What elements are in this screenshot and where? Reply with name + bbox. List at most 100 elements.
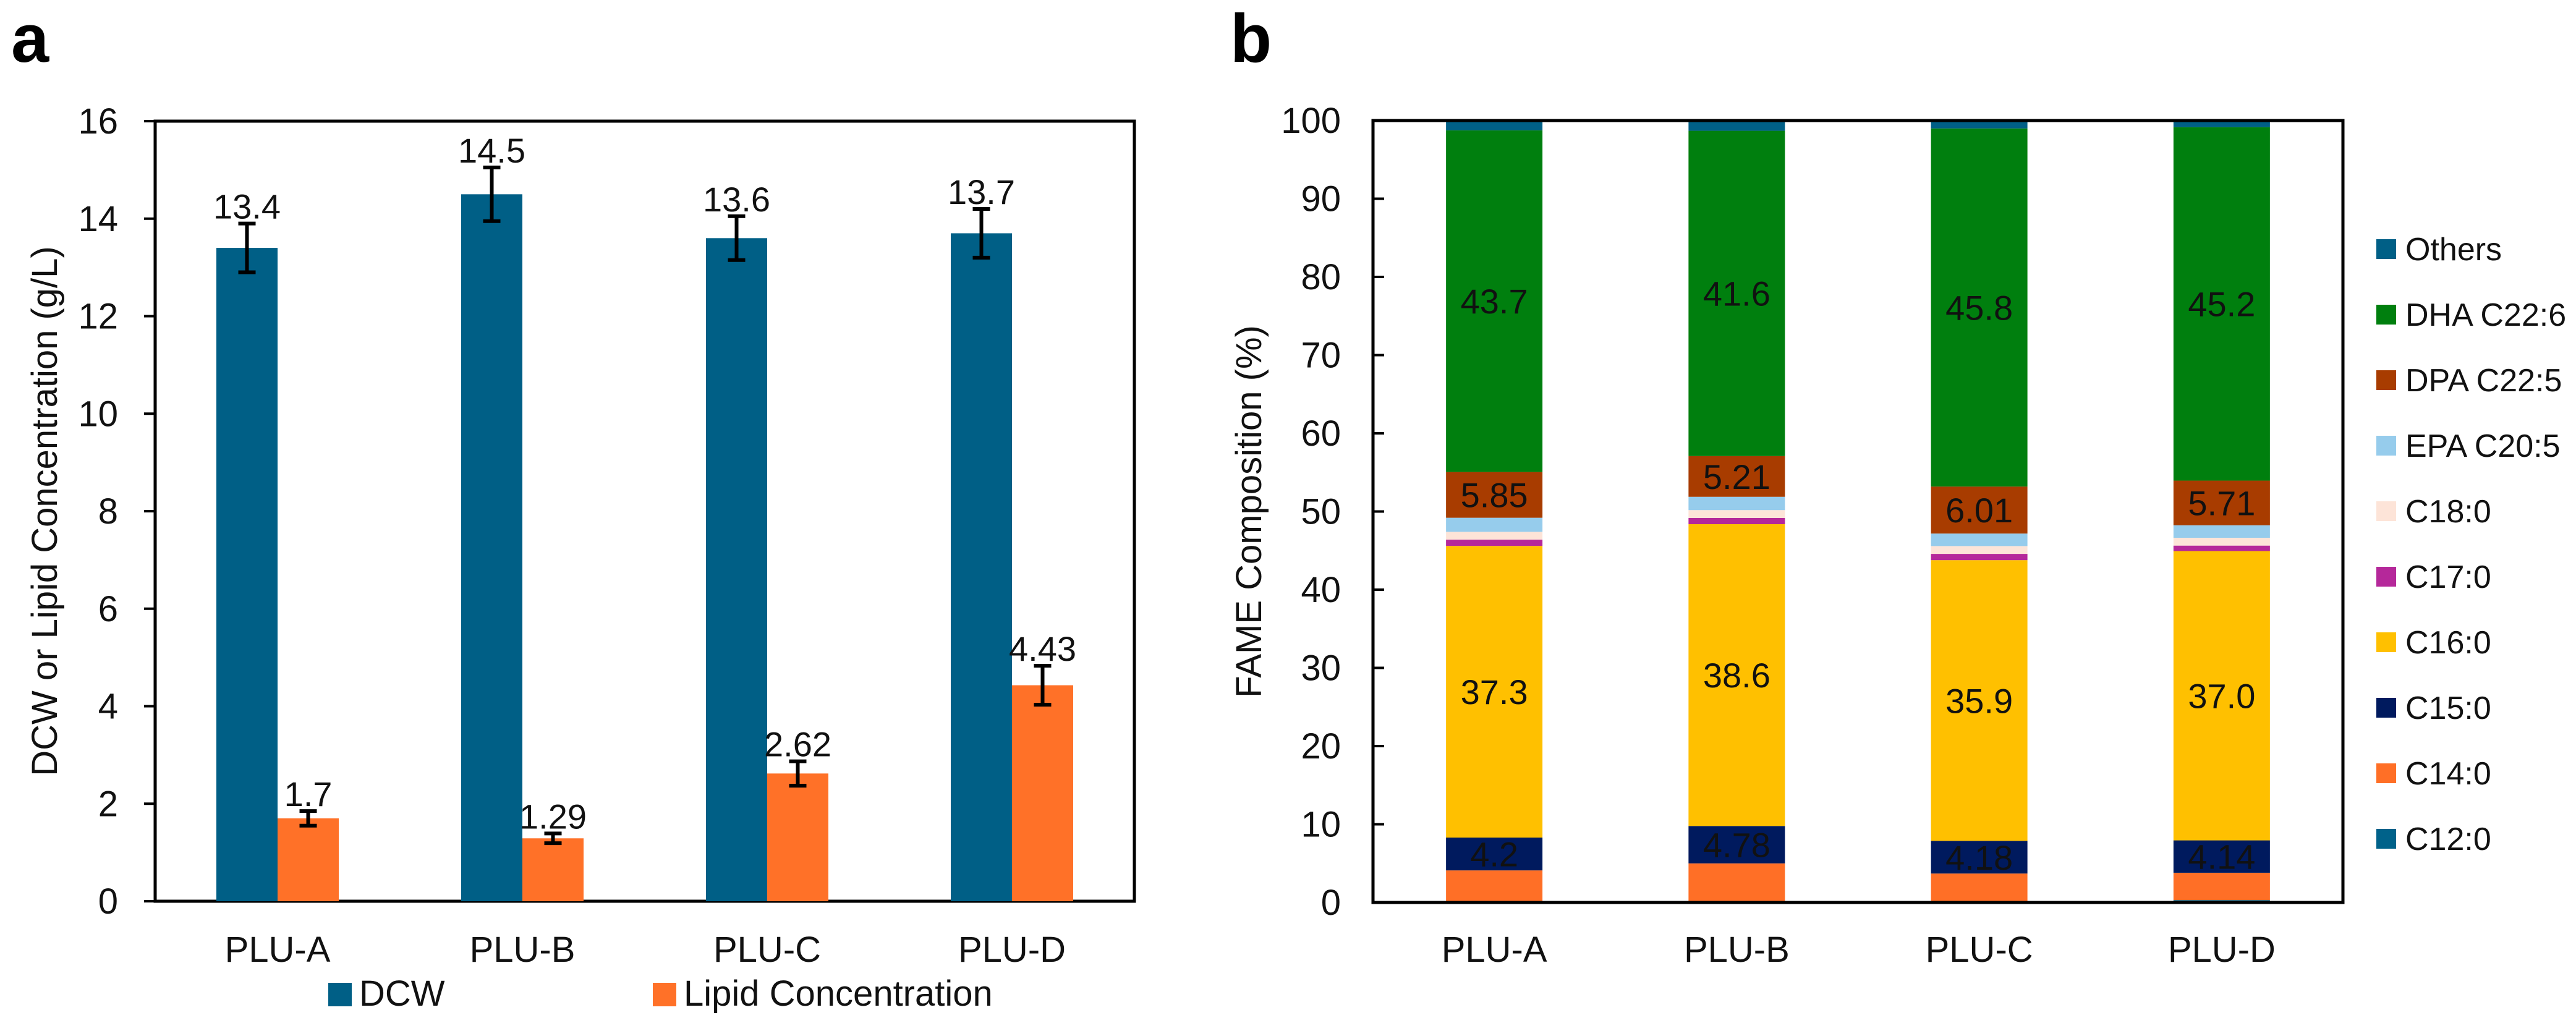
segment-c17-0: [1688, 517, 1785, 524]
legend-swatch: [2376, 698, 2396, 718]
segment-others: [2173, 120, 2270, 127]
chart-b: b 0 10 20 30 40 50 60 70 80 90 100 FAME Composition …: [1229, 1, 2566, 970]
segment-dha-c22-6: [1931, 128, 2028, 487]
bar-dcw: [951, 233, 1012, 902]
legend-swatch: [2376, 305, 2396, 325]
data-label: 6.01: [1945, 491, 2013, 530]
y-tick-label: 90: [1301, 179, 1341, 219]
legend-swatch: [2376, 239, 2396, 259]
segment-c15-0: [2173, 840, 2270, 873]
y-axis-title: DCW or Lipid Concentration (g/L): [25, 246, 65, 776]
y-tick-label: 30: [1301, 648, 1341, 689]
segment-epa-c20-5: [2173, 525, 2270, 538]
data-label: 4.14: [2188, 838, 2255, 877]
segment-c16-0: [2173, 551, 2270, 841]
segment-dpa-c22-5: [1931, 486, 2028, 534]
data-label: 5.71: [2188, 484, 2255, 523]
segment-c16-0: [1688, 524, 1785, 826]
data-label: 4.78: [1703, 826, 1770, 865]
legend-label: Lipid Concentration: [684, 974, 993, 1014]
legend-label: C17:0: [2405, 559, 2491, 595]
data-label: 13.4: [213, 187, 281, 226]
legend-label: DHA C22:6: [2405, 297, 2566, 333]
legend-label: EPA C20:5: [2405, 428, 2561, 464]
y-axis-title: FAME Composition (%): [1229, 325, 1269, 698]
data-label: 5.21: [1703, 457, 1770, 496]
data-label: 37.3: [1461, 673, 1528, 711]
legend-label: C18:0: [2405, 494, 2491, 530]
segment-c14-0: [1688, 863, 1785, 901]
y-tick-label: 70: [1301, 336, 1341, 376]
legend-swatch: [328, 983, 352, 1006]
y-tick-label: 8: [98, 491, 118, 532]
segment-dpa-c22-5: [2173, 480, 2270, 525]
data-label: 37.0: [2188, 677, 2255, 716]
segment-c18-0: [1688, 510, 1785, 518]
bar-lipid-concentration: [767, 773, 828, 901]
segment-others: [1931, 121, 2028, 129]
legend-swatch: [2376, 763, 2396, 783]
segment-c17-0: [1931, 554, 2028, 561]
bar-dcw: [706, 238, 767, 901]
data-label: 13.7: [948, 172, 1015, 211]
data-label: 35.9: [1945, 681, 2013, 720]
plot-frame: [1371, 119, 2345, 904]
y-tick-label: 2: [98, 784, 118, 824]
y-tick-label: 0: [98, 881, 118, 922]
data-label: 41.6: [1703, 274, 1770, 313]
x-tick-label: PLU-A: [1442, 930, 1547, 970]
legend-swatch: [2376, 436, 2396, 456]
legend-swatch: [2376, 632, 2396, 652]
y-tick-label: 50: [1301, 492, 1341, 532]
y-tick-label: 20: [1301, 726, 1341, 766]
legend-label: C12:0: [2405, 821, 2491, 857]
y-tick-label: 4: [98, 687, 118, 727]
segment-c17-0: [1446, 540, 1543, 546]
x-tick-label: PLU-C: [713, 930, 821, 970]
segment-c15-0: [1446, 838, 1543, 871]
data-label: 5.85: [1461, 476, 1528, 515]
segment-epa-c20-5: [1931, 533, 2028, 546]
segment-c18-0: [1931, 546, 2028, 554]
segment-epa-c20-5: [1446, 517, 1543, 532]
data-label: 38.6: [1703, 656, 1770, 695]
data-label: 45.2: [2188, 285, 2255, 324]
segment-epa-c20-5: [1688, 496, 1785, 511]
data-label: 4.18: [1945, 838, 2013, 877]
y-tick-label: 6: [98, 589, 118, 629]
segment-c15-0: [1931, 841, 2028, 874]
segment-c15-0: [1688, 826, 1785, 864]
legend-swatch: [2376, 370, 2396, 390]
y-tick-label: 12: [78, 297, 118, 337]
y-tick-label: 0: [1321, 883, 1341, 923]
bar-dcw: [216, 248, 278, 902]
bar-dcw: [461, 194, 522, 901]
data-label: 4.2: [1470, 835, 1518, 874]
segment-dpa-c22-5: [1446, 472, 1543, 518]
bar-lipid-concentration: [278, 818, 339, 901]
x-tick-label: PLU-B: [470, 930, 576, 970]
segment-dha-c22-6: [1688, 130, 1785, 456]
legend-label: C14:0: [2405, 756, 2491, 792]
legend-label: C15:0: [2405, 690, 2491, 726]
y-tick-label: 14: [78, 199, 118, 239]
segment-dpa-c22-5: [1688, 456, 1785, 497]
segment-c14-0: [1931, 873, 2028, 902]
segment-dha-c22-6: [1446, 130, 1543, 472]
legend-label: Others: [2405, 232, 2502, 268]
segment-others: [1446, 121, 1543, 130]
y-tick-label: 40: [1301, 570, 1341, 610]
segment-c18-0: [1446, 532, 1543, 540]
segment-c16-0: [1446, 546, 1543, 838]
data-label: 45.8: [1945, 288, 2013, 327]
legend-swatch: [2376, 501, 2396, 521]
x-tick-label: PLU-A: [225, 930, 331, 970]
data-label: 1.7: [284, 775, 333, 813]
segment-others: [1688, 121, 1785, 131]
legend-label: DCW: [359, 974, 445, 1014]
panel-label-b: b: [1230, 1, 1272, 77]
segment-dha-c22-6: [2173, 127, 2270, 481]
y-tick-label: 80: [1301, 257, 1341, 297]
data-label: 1.29: [519, 797, 587, 836]
x-tick-label: PLU-B: [1684, 930, 1790, 970]
